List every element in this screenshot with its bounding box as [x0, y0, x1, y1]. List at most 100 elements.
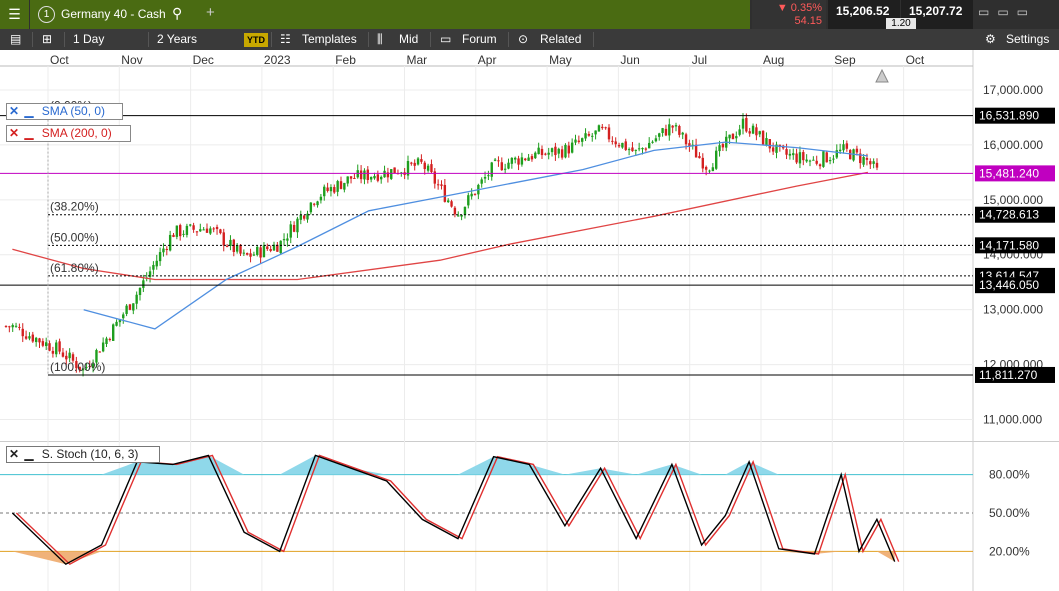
candle-body — [195, 231, 199, 233]
candle-body — [276, 244, 279, 252]
layout-icon[interactable]: ⊞ — [42, 32, 53, 46]
x-tick-label: Dec — [193, 53, 214, 67]
candle-body — [21, 328, 24, 337]
candle-body — [299, 214, 302, 220]
templates-button[interactable]: Templates — [302, 32, 357, 46]
related-button[interactable]: Related — [540, 32, 582, 46]
candle-body — [624, 141, 627, 150]
candle-body — [165, 248, 168, 250]
candle-body — [88, 365, 91, 367]
candle-body — [601, 126, 604, 129]
sell-price-button[interactable]: 15,206.52 — [828, 0, 900, 29]
candle-body — [688, 143, 691, 147]
candle-body — [728, 134, 731, 139]
candle-body — [627, 149, 631, 151]
instrument-tab[interactable]: 1 Germany 40 - Cash ⚲ + — [30, 0, 750, 29]
candle-body — [815, 160, 818, 164]
y-tick-label: 20.00% — [989, 544, 1030, 558]
menu-icon[interactable]: ☰ — [0, 0, 29, 29]
top-bar: ☰ 1 Germany 40 - Cash ⚲ + ▼ 0.35% 54.15 … — [0, 0, 1059, 29]
price-type-select[interactable]: Mid — [399, 32, 419, 46]
candle-body — [423, 162, 426, 170]
sma50-legend[interactable]: ✕ ▁ SMA (50, 0) — [6, 103, 123, 120]
candle-body — [661, 128, 664, 134]
candle-body — [554, 146, 557, 156]
candle-body — [225, 245, 229, 247]
candle-body — [557, 148, 560, 154]
related-icon[interactable]: ⊙ — [518, 32, 529, 46]
stochastic-chart[interactable]: 80.00% 50.00% 20.00% — [0, 441, 1059, 591]
panel-icon[interactable]: ▤ — [10, 32, 22, 46]
stoch-legend[interactable]: ✕ ▁ S. Stoch (10, 6, 3) — [6, 446, 160, 463]
add-tab-icon[interactable]: + — [206, 4, 215, 21]
range-select[interactable]: 2 Years — [157, 32, 198, 46]
candle-body — [138, 287, 142, 296]
candle-body — [14, 325, 18, 327]
forum-button[interactable]: Forum — [462, 32, 497, 46]
candle-body — [383, 170, 386, 178]
candle-body — [229, 239, 232, 246]
x-tick-label: Oct — [906, 53, 925, 67]
y-tick-label: 80.00% — [989, 468, 1030, 482]
settings-icon[interactable]: ⚙ — [985, 32, 996, 46]
candle-body — [75, 361, 78, 369]
candle-body — [55, 342, 58, 355]
candle-body — [71, 354, 75, 361]
candle-body — [269, 249, 272, 251]
candle-body — [272, 244, 276, 251]
candle-body — [634, 149, 637, 151]
candle-body — [453, 207, 457, 215]
close-icon[interactable]: ✕ — [8, 104, 20, 118]
line-style-icon[interactable]: ▁ — [24, 126, 34, 140]
candle-body — [410, 162, 413, 164]
candle-body — [386, 172, 390, 178]
candle-body — [179, 225, 182, 237]
interval-select[interactable]: 1 Day — [73, 32, 105, 46]
candle-body — [704, 166, 708, 170]
candle-body — [209, 228, 212, 234]
search-icon[interactable]: ⚲ — [172, 5, 183, 21]
candle-body — [202, 229, 205, 231]
price-type-icon[interactable]: ⫼ — [377, 32, 383, 46]
window-controls[interactable]: ▭▭▭ — [978, 5, 1037, 19]
level-price-label: 14,171.580 — [979, 238, 1039, 252]
candle-body — [524, 158, 527, 161]
settings-button[interactable]: Settings — [1006, 32, 1050, 46]
candle-body — [795, 153, 798, 163]
ytd-button[interactable]: YTD — [244, 33, 268, 47]
price-chart[interactable]: Oct Nov Dec 2023 Feb Mar Apr May Jun Jul Aug Sep Oct… — [0, 50, 1059, 441]
candle-body — [668, 124, 671, 136]
candle-body — [8, 326, 11, 328]
candle-body — [4, 325, 8, 327]
templates-icon[interactable]: ☷ — [280, 32, 291, 46]
candle-body — [849, 150, 852, 160]
candle-body — [286, 238, 289, 241]
candle-body — [527, 157, 530, 161]
candle-body — [34, 337, 38, 343]
y-tick-label: 13,000.000 — [983, 303, 1043, 317]
y-tick-label: 15,000.000 — [983, 193, 1043, 207]
candle-body — [426, 165, 430, 171]
candle-body — [514, 157, 517, 160]
candle-body — [252, 254, 256, 256]
candle-body — [671, 125, 674, 128]
candle-body — [875, 162, 879, 168]
sma200-legend[interactable]: ✕ ▁ SMA (200, 0) — [6, 125, 131, 142]
close-icon[interactable]: ✕ — [8, 447, 20, 461]
candle-body — [343, 182, 346, 190]
candle-body — [768, 139, 771, 149]
level-price-tag — [975, 277, 1055, 294]
forum-icon[interactable]: ▭ — [440, 32, 452, 46]
candle-body — [550, 148, 554, 153]
line-style-icon[interactable]: ▁ — [24, 104, 34, 118]
candle-body — [490, 162, 493, 177]
candle-body — [353, 177, 356, 179]
candle-body — [664, 128, 668, 136]
candle-body — [376, 174, 380, 181]
close-icon[interactable]: ✕ — [8, 126, 20, 140]
candle-body — [771, 147, 775, 152]
candle-body — [735, 136, 738, 139]
candle-body — [701, 157, 704, 169]
line-style-icon[interactable]: ▁ — [24, 447, 34, 461]
fib-level-label: (61.80%) — [50, 261, 99, 275]
